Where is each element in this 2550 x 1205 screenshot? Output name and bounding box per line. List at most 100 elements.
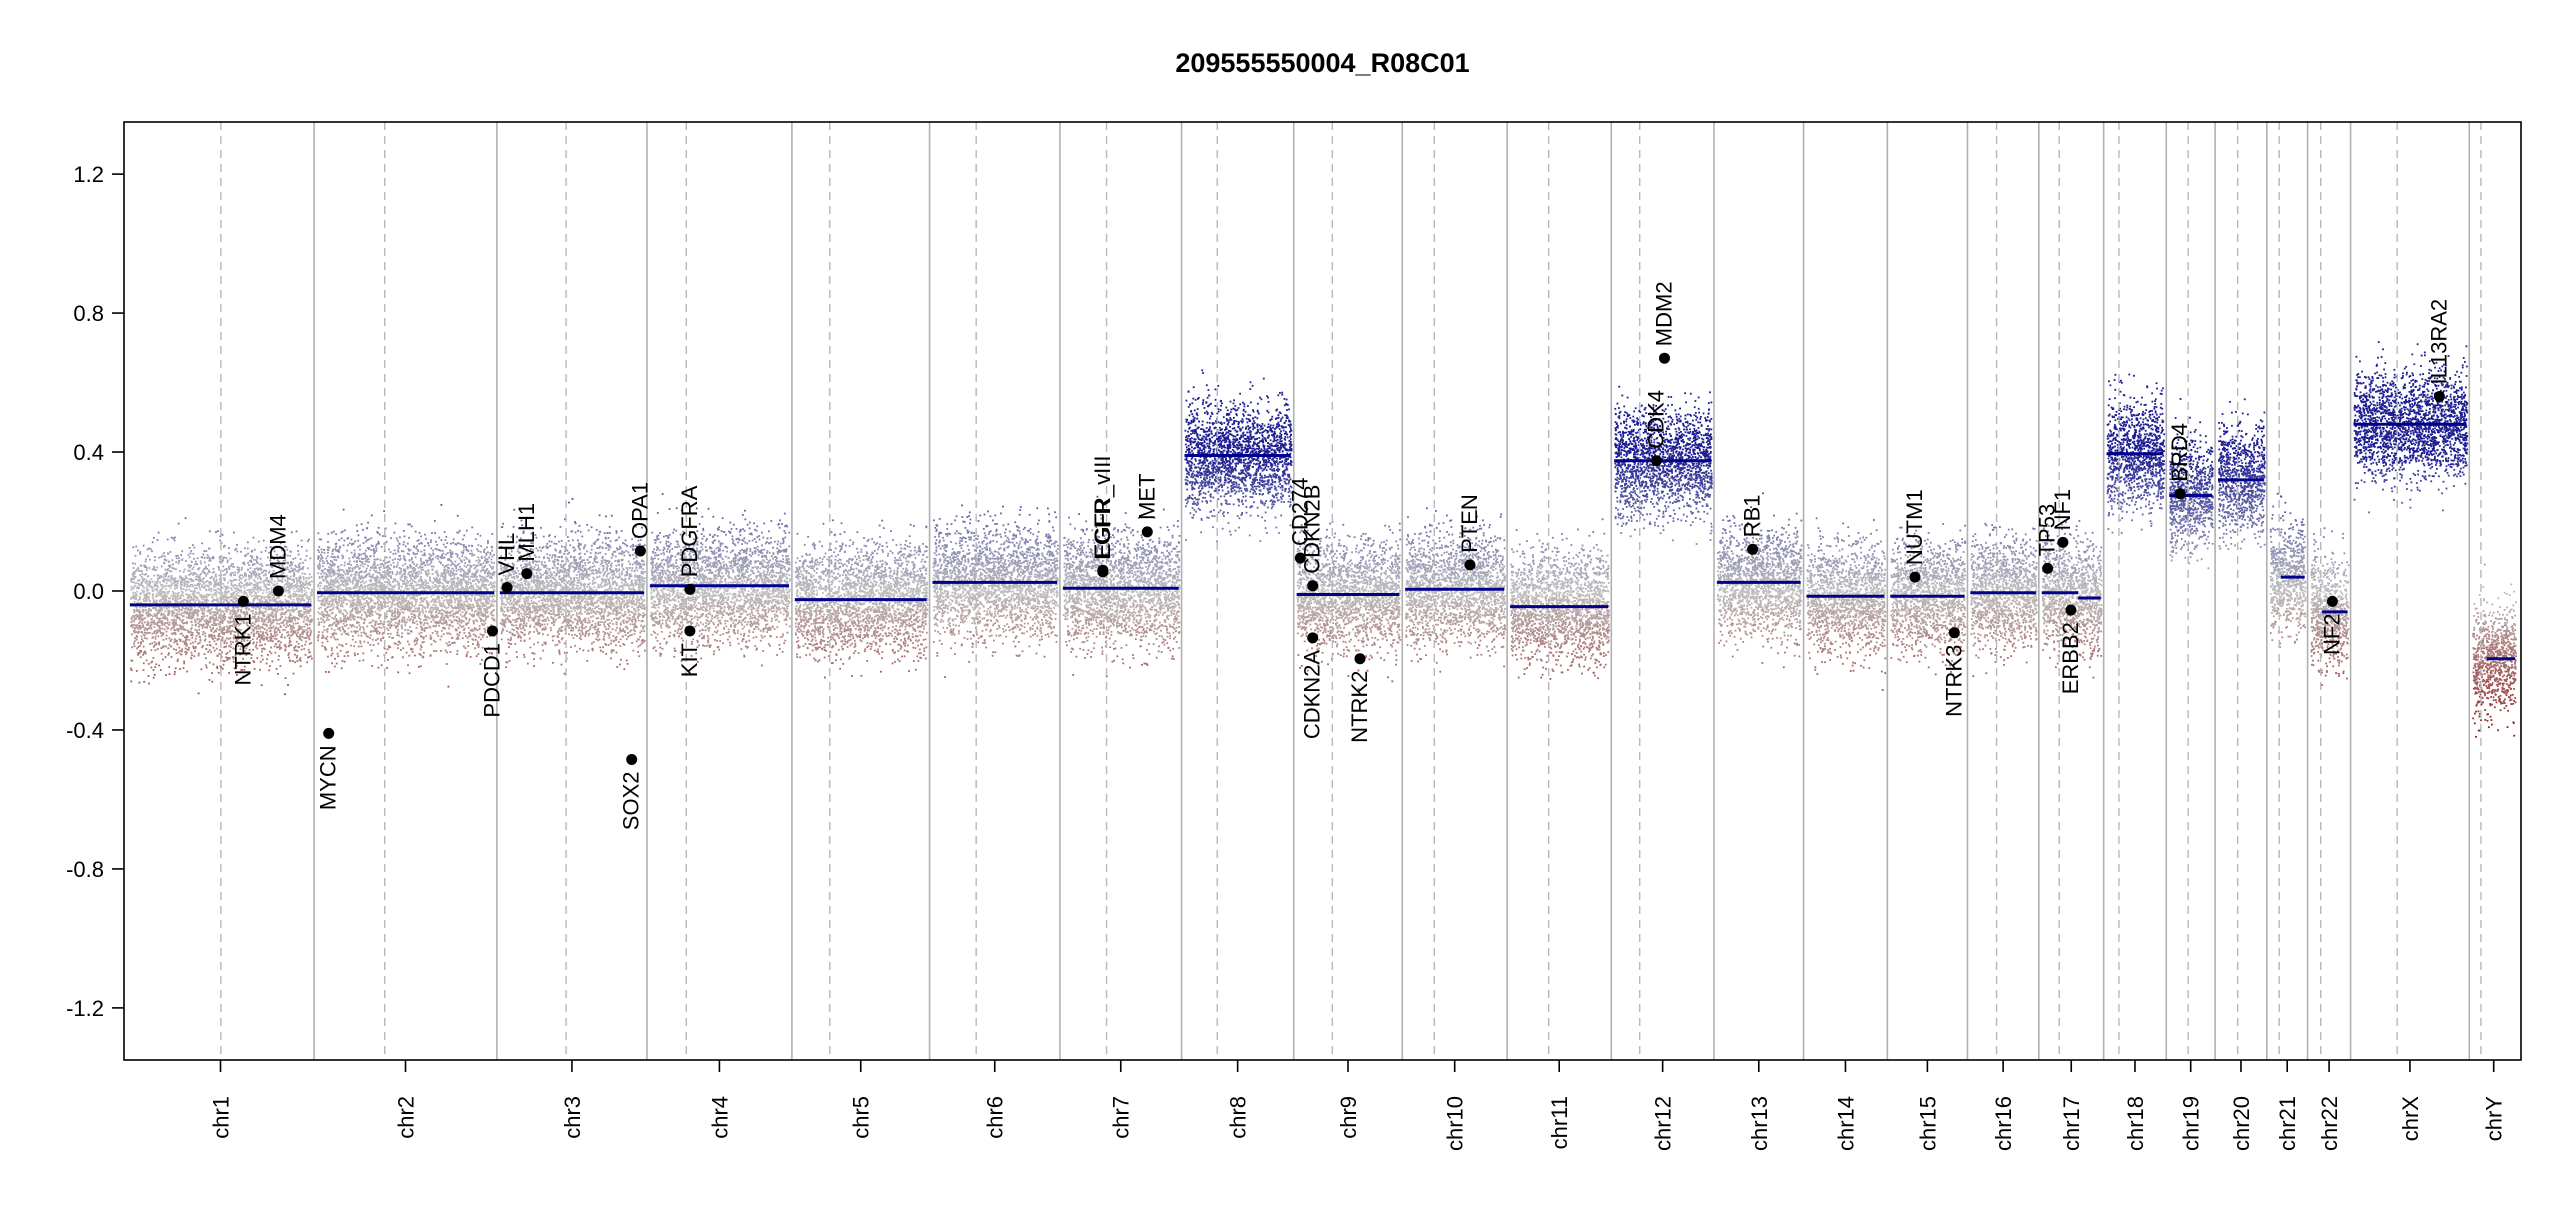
probe-dot [176, 609, 178, 612]
probe-dot [363, 628, 365, 631]
probe-dot [168, 579, 171, 582]
probe-dot [209, 616, 212, 618]
probe-dot [233, 623, 236, 626]
probe-dot [317, 599, 320, 602]
probe-dot [240, 622, 242, 625]
probe-dot [285, 561, 288, 564]
probe-dot [285, 623, 288, 626]
probe-dot [214, 583, 216, 585]
probe-dot [231, 656, 234, 658]
probe-dot [275, 631, 278, 633]
probe-dot [159, 581, 161, 584]
probe-dot [253, 594, 256, 597]
probe-dot [175, 619, 177, 622]
probe-dot [272, 600, 275, 602]
probe-dot [263, 620, 266, 623]
probe-dot [236, 611, 239, 613]
probe-dot [211, 600, 213, 603]
probe-dot [248, 581, 251, 584]
probe-dot [302, 576, 305, 578]
probe-dot [233, 622, 235, 625]
probe-dot [319, 560, 321, 562]
probe-dot [486, 636, 488, 638]
probe-dot [296, 580, 298, 583]
probe-dot [188, 646, 190, 649]
probe-dot [293, 575, 295, 578]
probe-dot [142, 625, 145, 628]
probe-dot [172, 598, 174, 601]
probe-dot [297, 622, 299, 625]
probe-dot [246, 595, 249, 598]
probe-dot [153, 674, 156, 676]
probe-dot [279, 641, 282, 644]
probe-dot [307, 609, 310, 612]
probe-dot [143, 600, 145, 602]
probe-dot [269, 600, 271, 602]
probe-dot [160, 612, 163, 615]
probe-dot [185, 601, 188, 604]
probe-dot [250, 582, 253, 585]
probe-dot [219, 665, 222, 668]
probe-dot [229, 616, 232, 619]
probe-dot [356, 530, 359, 532]
probe-dot [265, 591, 268, 594]
probe-dot [196, 573, 199, 576]
probe-dot [215, 616, 218, 619]
probe-dot [226, 637, 228, 640]
probe-dot [205, 589, 208, 592]
probe-dot [213, 640, 216, 643]
probe-dot [233, 531, 235, 534]
probe-dot [198, 580, 200, 583]
probe-dot [191, 593, 194, 596]
probe-dot [223, 574, 225, 576]
probe-dot [179, 585, 182, 588]
probe-dot [167, 575, 170, 578]
probe-dot [295, 570, 297, 572]
probe-dot [362, 659, 365, 662]
probe-dot [177, 611, 180, 613]
probe-dot [135, 598, 138, 601]
probe-dot [309, 632, 312, 635]
probe-dot [142, 626, 145, 629]
probe-dot [310, 642, 313, 644]
probe-dot [374, 545, 377, 548]
probe-dot [139, 553, 142, 555]
probe-dot [258, 599, 261, 602]
probe-dot [307, 630, 309, 633]
probe-dot [131, 633, 133, 636]
probe-dot [267, 627, 270, 630]
probe-dot [164, 575, 167, 578]
probe-dot [248, 564, 250, 566]
probe-dot [132, 594, 135, 596]
probe-dot [455, 570, 458, 573]
probe-dot [307, 648, 310, 651]
probe-dot [298, 594, 301, 596]
probe-dot [133, 586, 135, 589]
probe-dot [378, 567, 380, 569]
probe-dot [161, 583, 164, 586]
probe-dot [156, 584, 159, 587]
probe-dot [236, 640, 238, 642]
probe-dot [197, 692, 200, 695]
probe-dot [284, 616, 287, 619]
probe-dot [301, 594, 304, 597]
probe-dot [266, 638, 268, 641]
probe-dot [193, 593, 195, 596]
probe-dot [168, 643, 171, 646]
probe-dot [346, 549, 349, 552]
probe-dot [275, 668, 278, 670]
probe-dot [174, 536, 176, 539]
probe-dot [257, 624, 260, 627]
probe-dot [139, 565, 142, 567]
probe-dot [201, 615, 204, 618]
probe-dot [298, 580, 300, 583]
probe-dot [340, 537, 343, 540]
probe-dot [286, 568, 288, 571]
probe-dot [148, 597, 150, 600]
probe-dot [399, 597, 402, 600]
probe-dot [493, 595, 496, 597]
probe-dot [200, 573, 202, 575]
probe-dot [137, 616, 140, 619]
probe-dot [181, 583, 184, 586]
probe-dot [223, 626, 226, 628]
